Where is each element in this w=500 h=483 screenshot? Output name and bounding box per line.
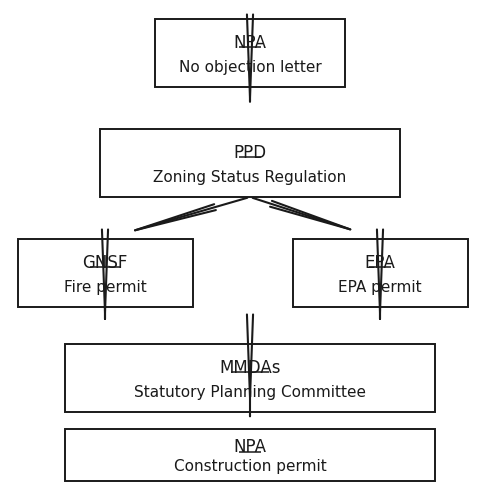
Bar bbox=[65, 429, 435, 481]
Text: EPA permit: EPA permit bbox=[338, 281, 422, 296]
Text: Statutory Planning Committee: Statutory Planning Committee bbox=[134, 385, 366, 400]
Text: GNSF: GNSF bbox=[82, 254, 128, 272]
Text: Fire permit: Fire permit bbox=[64, 281, 146, 296]
Bar bbox=[155, 19, 345, 87]
Text: Construction permit: Construction permit bbox=[174, 459, 326, 474]
Text: EPA: EPA bbox=[364, 254, 396, 272]
Bar bbox=[292, 239, 468, 307]
Text: Zoning Status Regulation: Zoning Status Regulation bbox=[154, 170, 346, 185]
Text: MMDAs: MMDAs bbox=[219, 359, 281, 377]
Bar bbox=[65, 344, 435, 412]
Bar bbox=[18, 239, 192, 307]
Text: PPD: PPD bbox=[234, 144, 266, 162]
Text: NPA: NPA bbox=[234, 438, 266, 456]
Text: NPA: NPA bbox=[234, 34, 266, 52]
Text: No objection letter: No objection letter bbox=[178, 60, 322, 75]
Bar bbox=[100, 129, 400, 197]
